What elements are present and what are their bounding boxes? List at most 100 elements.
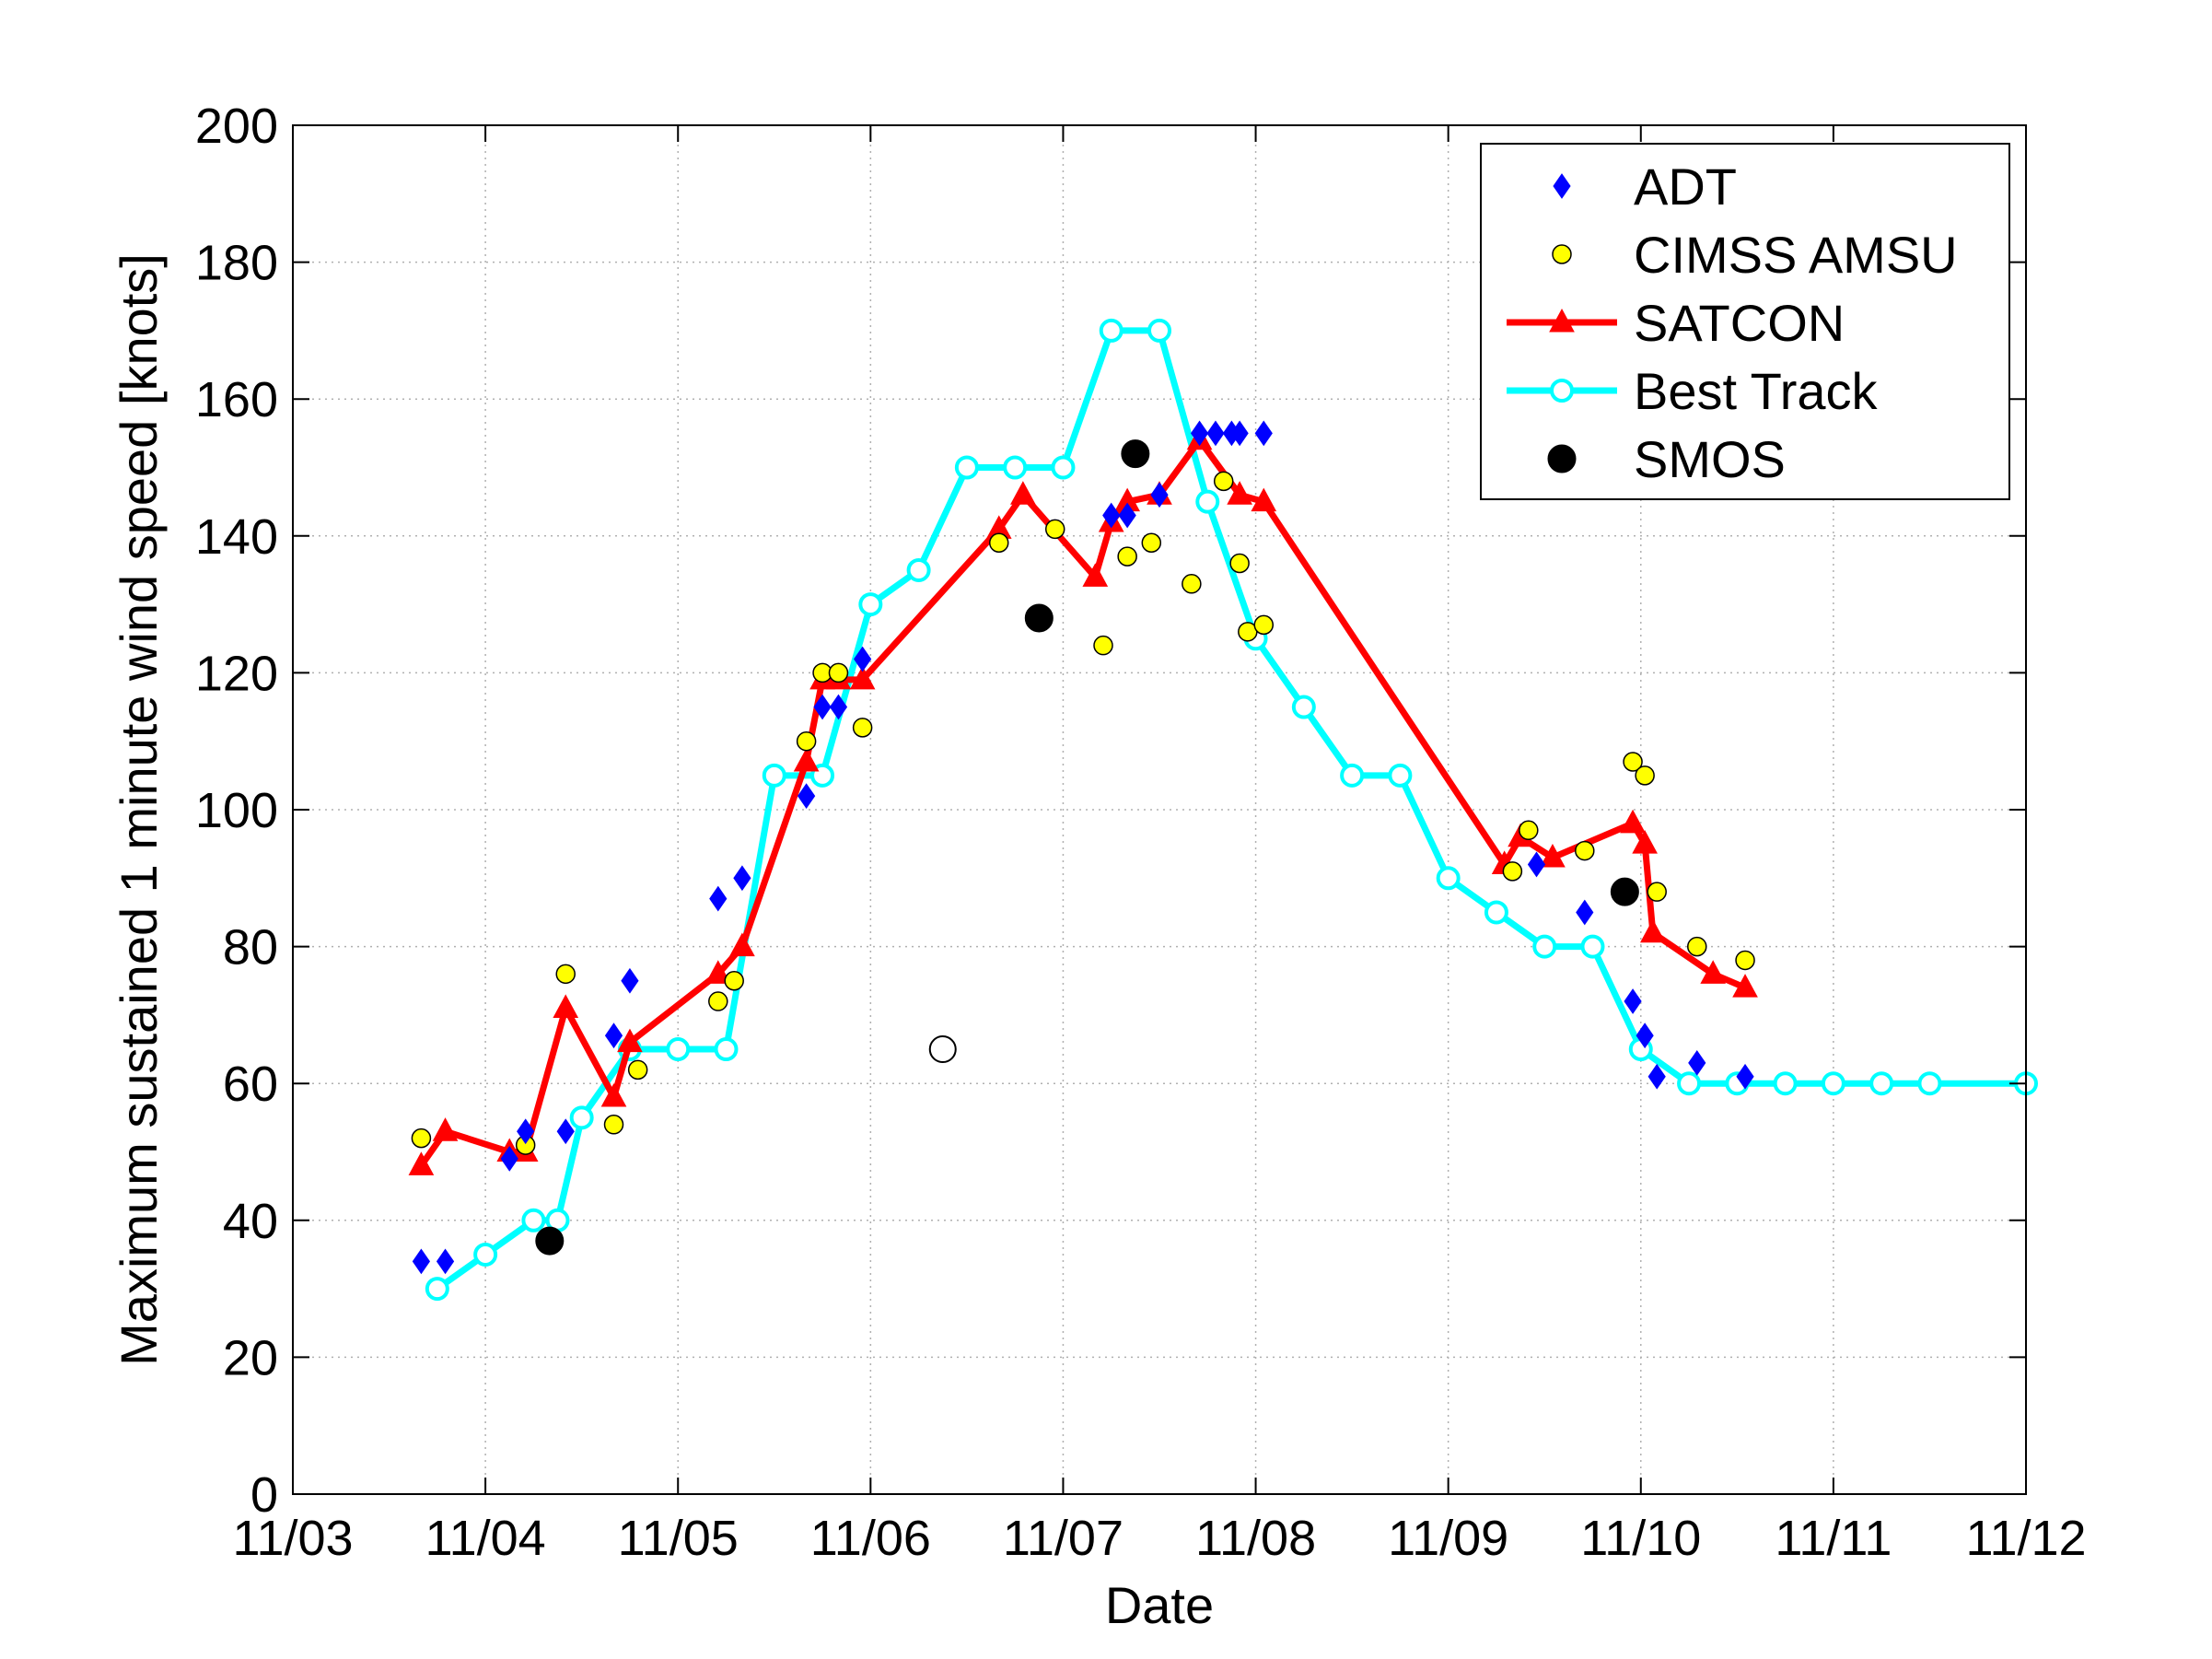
y-tick-label: 200 (195, 99, 278, 154)
data-point-cimss-amsu (411, 1127, 432, 1149)
legend-label-best-track: Best Track (1634, 362, 1879, 420)
data-point-adt (829, 694, 848, 720)
legend-item-best-track: Best Track (1507, 362, 1879, 420)
y-tick-label: 80 (223, 920, 278, 976)
y-tick-label: 0 (250, 1467, 278, 1523)
data-point-cimss-amsu (852, 718, 873, 738)
legend-item-satcon: SATCON (1507, 294, 1845, 352)
data-point-best-track (425, 1277, 449, 1302)
data-point-adt (1190, 420, 1209, 447)
legend-label-satcon: SATCON (1634, 294, 1845, 352)
y-tick-label: 120 (195, 646, 278, 701)
data-point-cimss-amsu (1647, 882, 1667, 902)
data-point-cimss-amsu (1229, 553, 1250, 574)
data-point-satcon (704, 960, 731, 984)
data-point-cimss-amsu (1182, 574, 1202, 594)
data-point-satcon (793, 747, 820, 772)
data-point-smos (1121, 439, 1150, 469)
series-satcon (408, 426, 1758, 1175)
data-point-best-track (858, 592, 883, 617)
data-point-best-track (1195, 489, 1220, 514)
data-point-best-track (473, 1242, 498, 1267)
y-axis-label: Maximum sustained 1 minute wind speed [k… (110, 253, 168, 1366)
data-point-satcon (1010, 481, 1036, 505)
data-point-cimss-amsu (1253, 614, 1275, 636)
data-point-satcon (1082, 563, 1109, 587)
x-tick-label: 11/05 (618, 1511, 739, 1566)
data-point-cimss-amsu (627, 1059, 648, 1081)
legend-marker-adt (1553, 173, 1571, 199)
data-point-best-track (906, 557, 931, 582)
data-point-adt (1102, 502, 1121, 529)
data-point-best-track (1003, 455, 1028, 480)
data-point-best-track (1291, 695, 1316, 719)
x-tick-label: 11/07 (1003, 1511, 1123, 1566)
data-point-cimss-amsu (1635, 765, 1655, 786)
data-point-adt (813, 694, 832, 720)
data-point-best-track (1821, 1071, 1845, 1096)
data-point-cimss-amsu (1093, 635, 1113, 656)
data-point-best-track (1051, 455, 1076, 480)
data-point-adt (733, 865, 751, 892)
data-point-cimss-amsu (796, 730, 817, 752)
data-point-adt (1118, 502, 1136, 529)
y-tick-label: 180 (195, 236, 278, 291)
data-point-satcon (600, 1083, 627, 1107)
data-point-satcon (1227, 481, 1252, 505)
y-tick-label: 20 (223, 1330, 278, 1385)
data-point-adt (1230, 420, 1249, 447)
x-tick-label: 11/06 (810, 1511, 931, 1566)
x-tick-label: 11/04 (425, 1511, 546, 1566)
data-point-best-track (1099, 318, 1123, 343)
data-point-satcon (553, 994, 579, 1018)
data-point-adt (1736, 1063, 1754, 1090)
data-point-cimss-amsu (724, 971, 744, 991)
data-point-adt (556, 1118, 575, 1145)
y-tick-label: 140 (195, 509, 278, 565)
ticks: 11/03 11/04 11/05 11/06 11/07 11/08 11/09 11/10… (195, 99, 2087, 1566)
legend-label-adt: ADT (1634, 158, 1737, 216)
data-point-best-track (521, 1208, 546, 1233)
annotation-open-circle (928, 1035, 957, 1064)
data-point-best-track (666, 1037, 691, 1062)
data-point-adt (1150, 482, 1169, 508)
legend-label-smos: SMOS (1634, 430, 1786, 488)
data-point-satcon (1700, 960, 1727, 984)
plot-series (408, 318, 2038, 1302)
data-point-adt (1527, 851, 1546, 878)
data-point-best-track (762, 763, 786, 788)
data-point-best-track (1532, 934, 1557, 959)
data-point-adt (1647, 1063, 1666, 1090)
data-point-adt (1636, 1022, 1654, 1049)
data-point-best-track (1436, 866, 1461, 891)
data-point-smos (535, 1226, 565, 1256)
data-point-satcon (1620, 809, 1646, 834)
data-point-best-track (569, 1105, 594, 1130)
data-point-best-track (1677, 1071, 1702, 1096)
data-point-adt (1576, 899, 1594, 926)
x-tick-label: 11/08 (1195, 1511, 1316, 1566)
legend-marker-best-track (1550, 379, 1574, 403)
data-point-satcon (432, 1117, 459, 1141)
data-point-adt (412, 1248, 431, 1275)
data-point-satcon (1640, 918, 1666, 943)
y-tick-label: 160 (195, 372, 278, 427)
data-point-cimss-amsu (828, 662, 849, 683)
data-point-cimss-amsu (1575, 840, 1595, 861)
data-point-cimss-amsu (1687, 936, 1707, 957)
legend-item-smos: SMOS (1547, 430, 1786, 488)
data-point-adt (797, 783, 816, 810)
data-point-adt (854, 646, 872, 672)
x-tick-label: 11/09 (1388, 1511, 1508, 1566)
data-point-best-track (1869, 1071, 1894, 1096)
y-tick-label: 40 (223, 1194, 278, 1249)
series-adt (412, 420, 1754, 1275)
legend: ADT CIMSS AMSU SATCON Best Track SMOS (1480, 143, 2010, 500)
x-tick-label: 11/12 (1965, 1511, 2086, 1566)
x-axis-label: Date (1105, 1576, 1214, 1634)
data-point-adt (621, 967, 639, 994)
data-point-satcon (1251, 487, 1277, 512)
x-tick-label: 11/11 (1775, 1511, 1892, 1566)
data-point-satcon (408, 1151, 435, 1175)
